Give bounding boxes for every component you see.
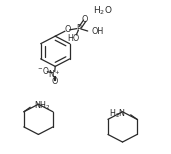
Text: OH: OH — [91, 27, 104, 36]
Text: $^-$O: $^-$O — [36, 65, 50, 76]
Text: O: O — [51, 77, 58, 87]
Text: H$_2$O: H$_2$O — [93, 5, 112, 17]
Text: O: O — [64, 25, 70, 34]
Text: NH$_2$: NH$_2$ — [34, 100, 51, 112]
Text: H$_2$N: H$_2$N — [109, 107, 127, 120]
Text: N$^+$: N$^+$ — [48, 68, 61, 79]
Text: HO: HO — [67, 34, 80, 43]
Text: P: P — [76, 24, 81, 33]
Text: O: O — [82, 15, 88, 24]
